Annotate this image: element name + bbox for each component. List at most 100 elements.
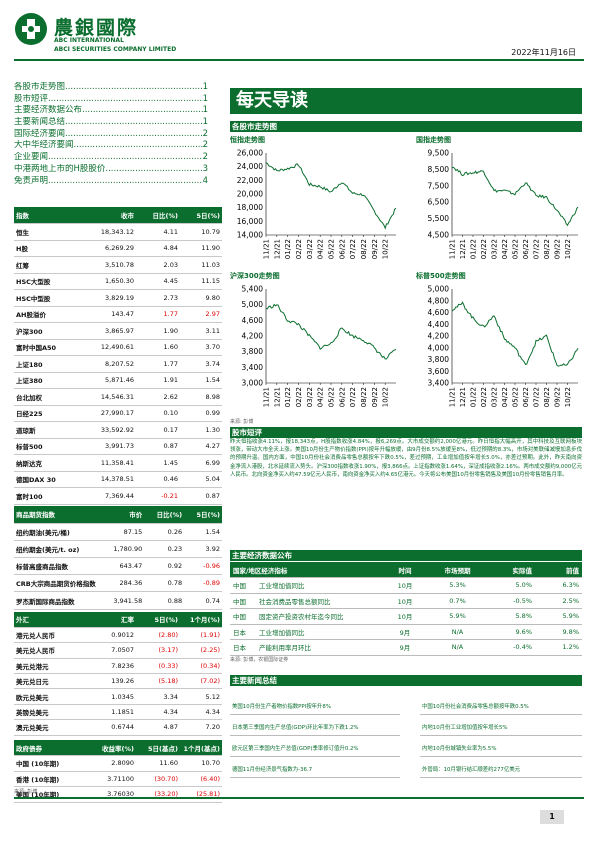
toc-item[interactable]: 中港两地上市的H股股价 3 (14, 164, 208, 176)
column-header: 市场预期 (430, 562, 485, 578)
toc-item[interactable]: 股市短评 1 (14, 94, 208, 106)
toc-leader-dots (48, 152, 203, 164)
table-cell: 4.45 (136, 273, 180, 290)
table-cell: 11.03 (180, 256, 222, 274)
x-tick-label: 11/21 (449, 387, 457, 407)
table-cell: 7,369.44 (84, 487, 136, 505)
x-tick-label: 09/22 (554, 387, 562, 407)
x-tick-label: 10/22 (382, 239, 390, 259)
x-tick-label: 07/22 (349, 387, 357, 407)
toc-item[interactable]: 大中华经济要闻 2 (14, 140, 208, 152)
row-label: 标普500 (14, 438, 84, 455)
table-row: 中国 社会消费品零售总额同比 10月 0.7% -0.5% 2.5% (230, 593, 582, 609)
toc-leader-dots (74, 140, 203, 152)
row-label: H股 (14, 240, 84, 257)
table-cell: 5.9% (535, 608, 582, 625)
econ-indicator-name: 社会消费品零售总额同比 (259, 597, 331, 606)
table-cell: 1.1851 (84, 704, 136, 721)
row-label: 台北加权 (14, 388, 84, 406)
table-cell: 1.60 (136, 339, 180, 356)
table-cell: 3.71100 (84, 771, 136, 787)
x-tick-label: 12/21 (459, 239, 467, 259)
toc-item[interactable]: 主要新闻总结 1 (14, 117, 208, 129)
section-econ-header: 主要经济数据公布 (230, 550, 582, 561)
table-cell: 3.74 (180, 355, 222, 373)
news-item[interactable]: 外管局：10月银行结汇顺差约277亿美元 (422, 767, 521, 773)
x-tick-label: 01/22 (470, 387, 478, 407)
section-charts-header: 各股市走势图 (230, 121, 582, 132)
company-subname-en: ABCI SECURITIES COMPANY LIMITED (54, 46, 177, 53)
row-label: HSC中型股 (14, 289, 84, 307)
news-item[interactable]: 美国10月份生产者物价指数PPI按年升8% (232, 704, 331, 710)
table-cell: 0.99 (180, 405, 222, 422)
table-cell: 1.91 (136, 372, 180, 389)
table-cell: 0.46 (136, 471, 180, 488)
table-cell: 1.90 (136, 322, 180, 340)
toc-item[interactable]: 国际经济要闻 2 (14, 129, 208, 141)
row-label: 美元兑港元 (14, 658, 84, 675)
x-tick-label: 01/22 (284, 239, 292, 259)
y-tick-label: 3,400 (428, 379, 450, 388)
y-tick-label: 20,000 (237, 190, 263, 199)
column-header: 市价 (97, 506, 145, 524)
news-item[interactable]: 欧元区第三季国内生产总值(GDP)季率修订值升0.2% (232, 746, 359, 752)
table-cell: 14,378.51 (84, 471, 136, 488)
row-label: 香港 (10年期) (14, 771, 84, 787)
y-tick-label: 4,600 (242, 316, 264, 325)
x-tick-label: 05/22 (512, 239, 520, 259)
x-tick-label: 02/22 (295, 387, 303, 407)
page-number: 1 (540, 810, 564, 824)
row-label: 澳元兑美元 (14, 719, 84, 736)
news-item[interactable]: 日本第三季国内生产总值(GDP)环比年率为下跌1.2% (232, 725, 359, 731)
table-cell: 10月 (380, 577, 430, 594)
table-cell: 10.70 (180, 755, 222, 772)
table-row: 香港 (10年期) 3.71100 (30.70) (6.40) (14, 771, 222, 787)
table-cell: 4.11 (136, 223, 180, 241)
x-tick-label: 01/22 (470, 239, 478, 259)
table-cell: 5.8% (485, 608, 535, 625)
x-tick-label: 02/22 (480, 387, 488, 407)
table-cell: 3,829.19 (84, 289, 136, 307)
news-divider (420, 756, 582, 757)
table-cell: 1.2% (535, 639, 582, 656)
table-cell: 11,358.41 (84, 454, 136, 472)
table-cell: 33,592.92 (84, 421, 136, 439)
column-header: 政府债券 (14, 740, 84, 756)
news-divider (420, 714, 582, 715)
econ-indicator-name: 产能利用率月环比 (259, 644, 311, 653)
news-item[interactable]: 内地10月份城镇失业率为5.5% (422, 746, 497, 752)
column-header: 5日(%) (180, 207, 222, 224)
toc-item[interactable]: 免责声明 4 (14, 176, 208, 188)
row-label: 纳斯达克 (14, 454, 84, 472)
toc-item[interactable]: 主要经济数据公布 1 (14, 105, 208, 117)
x-tick-label: 08/22 (543, 387, 551, 407)
x-tick-label: 04/22 (501, 387, 509, 407)
row-label: 富时100 (14, 487, 84, 505)
market-commentary: 昨天恒指收涨4.11%，报18,343点，H股指数收涨4.84%，报6,269点… (230, 439, 582, 478)
table-cell: 12,490.61 (84, 339, 136, 356)
toc-item-page: 2 (202, 128, 208, 139)
news-item[interactable]: 中国10月份社会消费品零售总额按年跌0.5% (422, 704, 529, 710)
news-item[interactable]: 德国11月份经济景气指数为-36.7 (232, 767, 313, 773)
x-tick-label: 03/22 (491, 387, 499, 407)
news-item[interactable]: 内地10月份工业增加值按年增长5% (422, 725, 508, 731)
toc-item[interactable]: 各股市走势图 1 (14, 82, 208, 94)
table-row: 欧元兑美元 1.0345 3.34 5.12 (14, 688, 222, 705)
row-label: 道琼斯 (14, 421, 84, 439)
table-row: 红筹 3,510.78 2.03 11.03 (14, 256, 222, 274)
table-header-row: 政府债券 收益率(%) 5日(基点) 1个月(基点) (14, 740, 222, 756)
table-cell: 5.12 (180, 688, 222, 705)
table-cell: (0.34) (180, 658, 222, 675)
toc-item[interactable]: 企业要闻 2 (14, 152, 208, 164)
table-cell: (1.91) (180, 627, 222, 644)
toc-item-page: 4 (202, 175, 208, 186)
toc-item-title: 股市短评 (14, 93, 49, 104)
page-title: 每天导读 (230, 88, 582, 114)
econ-indicator: 日本 工业增加值同比 (230, 624, 380, 640)
y-tick-label: 14,000 (237, 231, 263, 240)
x-tick-label: 03/22 (491, 239, 499, 259)
table-cell: 1,780.90 (97, 540, 145, 559)
toc-leader-dots (48, 94, 203, 106)
column-header: 日比(%) (136, 207, 180, 224)
row-label: CRB大宗商品期货价格指数 (14, 574, 98, 593)
